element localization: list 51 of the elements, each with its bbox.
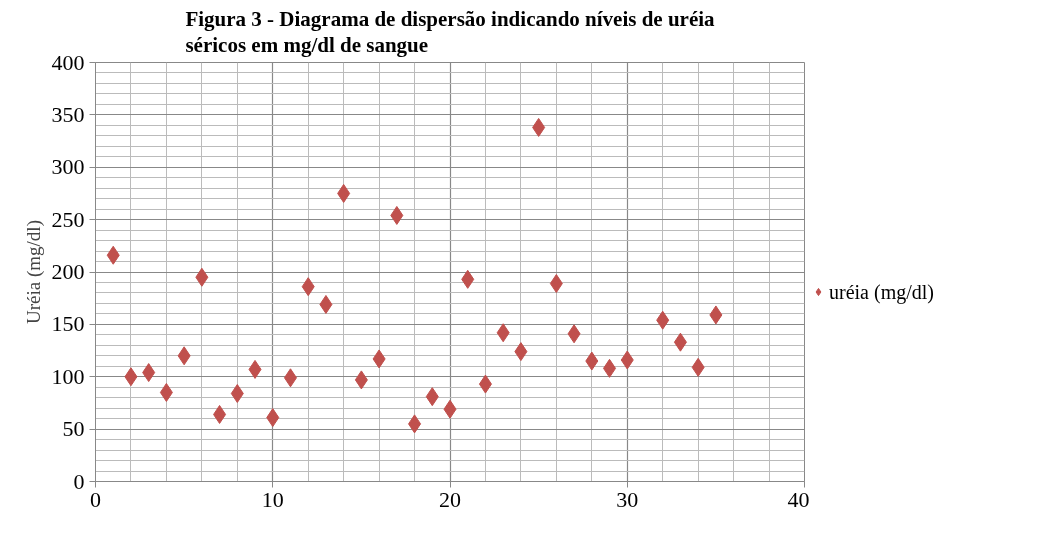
point [691, 357, 705, 377]
point [142, 363, 156, 383]
point [549, 274, 563, 294]
x-tick-label: 20 [439, 486, 461, 512]
point [354, 370, 368, 390]
point [177, 346, 191, 366]
point [656, 310, 670, 330]
y-tick-label: 100 [51, 363, 85, 389]
point [124, 367, 138, 387]
y-tick-label: 200 [51, 259, 85, 284]
x-tick-label: 10 [261, 486, 284, 512]
point [159, 382, 173, 402]
point [425, 387, 439, 407]
y-tick-label: 400 [51, 49, 85, 75]
point [301, 277, 315, 297]
point [461, 269, 475, 289]
point [709, 305, 723, 325]
point [532, 117, 546, 137]
point [213, 404, 227, 424]
y-tick-label: 350 [51, 101, 85, 127]
point [106, 245, 120, 265]
point [603, 358, 617, 378]
point [673, 332, 687, 352]
point [283, 368, 297, 388]
point [567, 324, 581, 344]
point [195, 267, 209, 287]
y-axis-title: Uréia (mg/dl) [22, 220, 45, 324]
point [372, 349, 386, 369]
point [319, 294, 333, 314]
point [248, 359, 262, 379]
point [443, 399, 457, 419]
x-tick-label: 0 [90, 486, 101, 512]
y-tick-label: 150 [51, 311, 85, 337]
point [408, 414, 422, 434]
y-tick-label: 50 [62, 416, 85, 442]
point [620, 350, 634, 370]
y-tick-label: 250 [51, 206, 85, 232]
point [585, 351, 599, 371]
y-tick-label: 300 [51, 154, 85, 180]
x-tick-label: 30 [616, 486, 639, 512]
point [230, 384, 244, 404]
y-tick-label: 0 [73, 468, 85, 494]
point [390, 205, 404, 225]
point [266, 408, 280, 428]
legend-label: uréia (mg/dl) [829, 280, 934, 303]
chart-title: Figura 3 - Diagrama de dispersão indicando níveis de uréia séricos em mg/dl de sangue [185, 7, 716, 58]
point [514, 342, 528, 362]
point [496, 323, 510, 343]
x-tick-label: 40 [787, 486, 810, 512]
point [478, 374, 492, 394]
point [337, 183, 351, 203]
